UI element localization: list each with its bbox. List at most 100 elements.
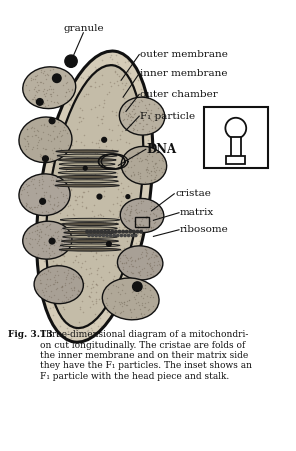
Ellipse shape [57, 175, 117, 179]
Point [79, 299, 84, 306]
Point [139, 207, 143, 214]
Point [143, 166, 148, 173]
Point [98, 105, 102, 112]
Point [93, 129, 98, 137]
Point [143, 226, 148, 233]
Point [148, 225, 153, 232]
Point [152, 258, 156, 265]
Point [38, 280, 43, 287]
Point [116, 213, 120, 220]
Point [51, 66, 56, 73]
Point [127, 217, 132, 224]
Point [70, 272, 75, 280]
Point [41, 122, 46, 129]
Point [139, 158, 143, 165]
Point [145, 136, 150, 143]
Point [39, 280, 44, 287]
Point [149, 153, 154, 160]
Point [116, 163, 121, 170]
Point [155, 115, 160, 123]
Point [138, 119, 142, 126]
Point [55, 234, 60, 241]
Point [149, 266, 154, 273]
Point [60, 302, 65, 309]
Point [51, 176, 55, 183]
Point [63, 177, 68, 184]
Point [42, 240, 47, 248]
Point [50, 311, 55, 318]
Point [80, 148, 85, 156]
Point [127, 110, 132, 118]
Point [113, 229, 118, 236]
Point [58, 207, 63, 214]
Point [71, 276, 76, 283]
Point [115, 262, 119, 270]
Point [37, 181, 42, 189]
Point [147, 147, 151, 154]
Point [25, 133, 30, 140]
Point [69, 142, 74, 149]
Point [109, 127, 114, 134]
Point [60, 303, 65, 310]
Point [47, 86, 52, 93]
Point [141, 264, 146, 272]
Point [133, 117, 138, 124]
Point [65, 194, 70, 202]
Point [51, 300, 56, 308]
Point [81, 242, 85, 249]
Point [154, 163, 159, 170]
Point [144, 166, 148, 174]
Point [45, 97, 49, 104]
Point [132, 115, 137, 122]
Point [64, 126, 69, 133]
Point [37, 236, 42, 243]
Point [79, 179, 84, 186]
Text: outer membrane: outer membrane [140, 50, 228, 59]
Point [27, 182, 32, 189]
Point [94, 214, 99, 221]
Point [47, 253, 52, 261]
Point [134, 239, 139, 246]
Point [52, 135, 56, 142]
Point [92, 320, 96, 327]
Point [103, 253, 108, 261]
Ellipse shape [37, 51, 153, 342]
Point [127, 212, 131, 219]
Point [54, 92, 59, 99]
Point [145, 259, 149, 267]
Point [59, 244, 64, 251]
Point [54, 262, 59, 269]
Point [71, 150, 75, 157]
Point [114, 185, 119, 192]
Point [77, 114, 82, 121]
Point [115, 298, 120, 305]
Point [66, 161, 70, 168]
Point [139, 86, 144, 93]
Point [45, 295, 49, 302]
Point [46, 222, 51, 229]
Point [51, 215, 55, 222]
Point [44, 287, 49, 294]
Circle shape [128, 235, 130, 237]
Point [95, 265, 100, 272]
Point [93, 175, 98, 182]
Point [42, 67, 46, 74]
Text: F₁ particle: F₁ particle [140, 111, 195, 120]
Point [109, 60, 114, 68]
Point [56, 72, 61, 79]
Point [55, 232, 59, 239]
Point [72, 288, 76, 295]
Point [68, 202, 73, 209]
Point [36, 231, 41, 239]
Point [138, 220, 143, 227]
Point [110, 301, 115, 308]
Point [48, 292, 53, 299]
Point [131, 154, 136, 161]
Point [144, 268, 149, 276]
Point [30, 95, 35, 102]
Point [65, 79, 70, 86]
Ellipse shape [102, 278, 159, 320]
Point [117, 99, 122, 106]
Point [71, 211, 76, 218]
Point [101, 121, 105, 128]
